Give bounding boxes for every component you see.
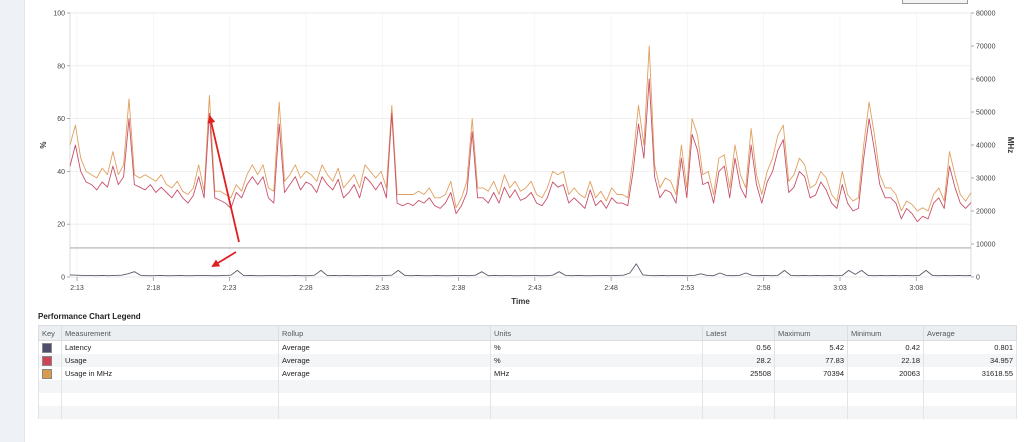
y-right-tick-label: 70000 xyxy=(976,44,996,51)
x-tick-label: 2:58 xyxy=(757,285,771,292)
chart-annotations xyxy=(207,115,240,268)
y-left-tick-label: 100 xyxy=(53,11,65,18)
x-axis-title: Time xyxy=(511,297,530,306)
annotation-arrow-up xyxy=(207,115,240,243)
chart-grid xyxy=(69,12,972,278)
legend-header-maximum[interactable]: Maximum xyxy=(774,325,848,341)
chart-axes: 0 20 40 60 80 100 0 10000 20000 30000 40000 50000 60… xyxy=(39,11,1015,307)
left-gutter xyxy=(0,0,25,442)
x-tick-label: 3:08 xyxy=(909,285,923,292)
y-right-tick-label: 0 xyxy=(976,275,980,282)
y-right-tick-label: 50000 xyxy=(976,110,996,117)
legend-measurement: Usage xyxy=(61,354,279,367)
legend-empty-row xyxy=(38,380,1017,393)
series-line-latency xyxy=(69,263,972,277)
legend-header-units[interactable]: Units xyxy=(490,325,703,341)
legend-row[interactable]: Latency Average % 0.56 5.42 0.42 0.801 xyxy=(38,340,1017,354)
legend-header-measurement[interactable]: Measurement xyxy=(61,325,279,341)
y-right-tick-label: 20000 xyxy=(976,209,996,216)
y-right-tick-label: 80000 xyxy=(976,11,996,18)
legend-latest: 0.56 xyxy=(702,340,775,354)
legend-key-cell xyxy=(38,367,62,380)
usage-swatch xyxy=(42,355,52,366)
legend-header-minimum[interactable]: Minimum xyxy=(847,325,924,341)
y-left-axis-title: % xyxy=(39,141,48,148)
legend-title: Performance Chart Legend xyxy=(38,312,141,321)
legend-header-key[interactable]: Key xyxy=(38,325,62,341)
legend-minimum: 22.18 xyxy=(847,354,924,367)
legend-average: 31618.55 xyxy=(923,367,1017,380)
legend-key-cell xyxy=(38,340,62,354)
x-tick-label: 2:18 xyxy=(146,285,160,292)
legend-minimum: 20063 xyxy=(847,367,924,380)
legend-key-cell xyxy=(38,354,62,367)
y-left-tick-label: 20 xyxy=(57,222,65,229)
legend-measurement: Latency xyxy=(61,340,279,354)
legend-minimum: 0.42 xyxy=(847,340,924,354)
plot-area xyxy=(69,12,972,278)
legend-average: 34.957 xyxy=(923,354,1017,367)
y-right-tick-label: 10000 xyxy=(976,242,996,249)
x-tick-label: 2:13 xyxy=(70,285,84,292)
y-left-tick-label: 40 xyxy=(57,169,65,176)
series-line-usage xyxy=(69,78,972,223)
legend-rollup: Average xyxy=(278,354,491,367)
legend-rollup: Average xyxy=(278,367,491,380)
legend-empty-row xyxy=(38,393,1017,406)
y-right-tick-label: 60000 xyxy=(976,77,996,84)
chart-series xyxy=(69,45,972,277)
legend-empty-row xyxy=(38,406,1017,419)
legend-header-row: Key Measurement Rollup Units Latest Maxi… xyxy=(38,325,1017,341)
x-tick-label: 2:33 xyxy=(375,285,389,292)
chart-options-box[interactable] xyxy=(902,0,968,4)
x-tick-label: 2:23 xyxy=(223,285,237,292)
performance-chart: 0 20 40 60 80 100 0 10000 20000 30000 40000 50000 60… xyxy=(39,11,1015,307)
legend-average: 0.801 xyxy=(923,340,1017,354)
legend-maximum: 70394 xyxy=(774,367,848,380)
legend-header-latest[interactable]: Latest xyxy=(702,325,775,341)
legend-maximum: 5.42 xyxy=(774,340,848,354)
legend-table: Key Measurement Rollup Units Latest Maxi… xyxy=(38,325,1017,419)
usage-mhz-swatch xyxy=(42,368,52,379)
legend-maximum: 77.83 xyxy=(774,354,848,367)
x-tick-label: 3:03 xyxy=(833,285,847,292)
legend-row[interactable]: Usage Average % 28.2 77.83 22.18 34.957 xyxy=(38,354,1017,367)
y-left-tick-label: 60 xyxy=(57,116,65,123)
legend-rollup: Average xyxy=(278,340,491,354)
legend-latest: 25508 xyxy=(702,367,775,380)
legend-latest: 28.2 xyxy=(702,354,775,367)
x-tick-label: 2:48 xyxy=(604,285,618,292)
y-right-tick-label: 40000 xyxy=(976,143,996,150)
legend-units: MHz xyxy=(490,367,703,380)
legend-measurement: Usage in MHz xyxy=(61,367,279,380)
legend-row[interactable]: Usage in MHz Average MHz 25508 70394 200… xyxy=(38,367,1017,380)
series-line-usage-in-mhz xyxy=(69,45,972,212)
y-right-tick-label: 30000 xyxy=(976,176,996,183)
x-tick-label: 2:43 xyxy=(528,285,542,292)
y-left-tick-label: 80 xyxy=(57,63,65,70)
legend-header-average[interactable]: Average xyxy=(923,325,1017,341)
annotation-arrow-down xyxy=(211,251,237,268)
y-right-axis-title: MHz xyxy=(1006,137,1015,153)
x-tick-label: 2:53 xyxy=(681,285,695,292)
legend-header-rollup[interactable]: Rollup xyxy=(278,325,491,341)
x-tick-label: 2:28 xyxy=(299,285,313,292)
y-left-tick-label: 0 xyxy=(61,275,65,282)
legend-units: % xyxy=(490,354,703,367)
x-tick-label: 2:38 xyxy=(452,285,466,292)
latency-swatch xyxy=(42,342,52,353)
legend-units: % xyxy=(490,340,703,354)
